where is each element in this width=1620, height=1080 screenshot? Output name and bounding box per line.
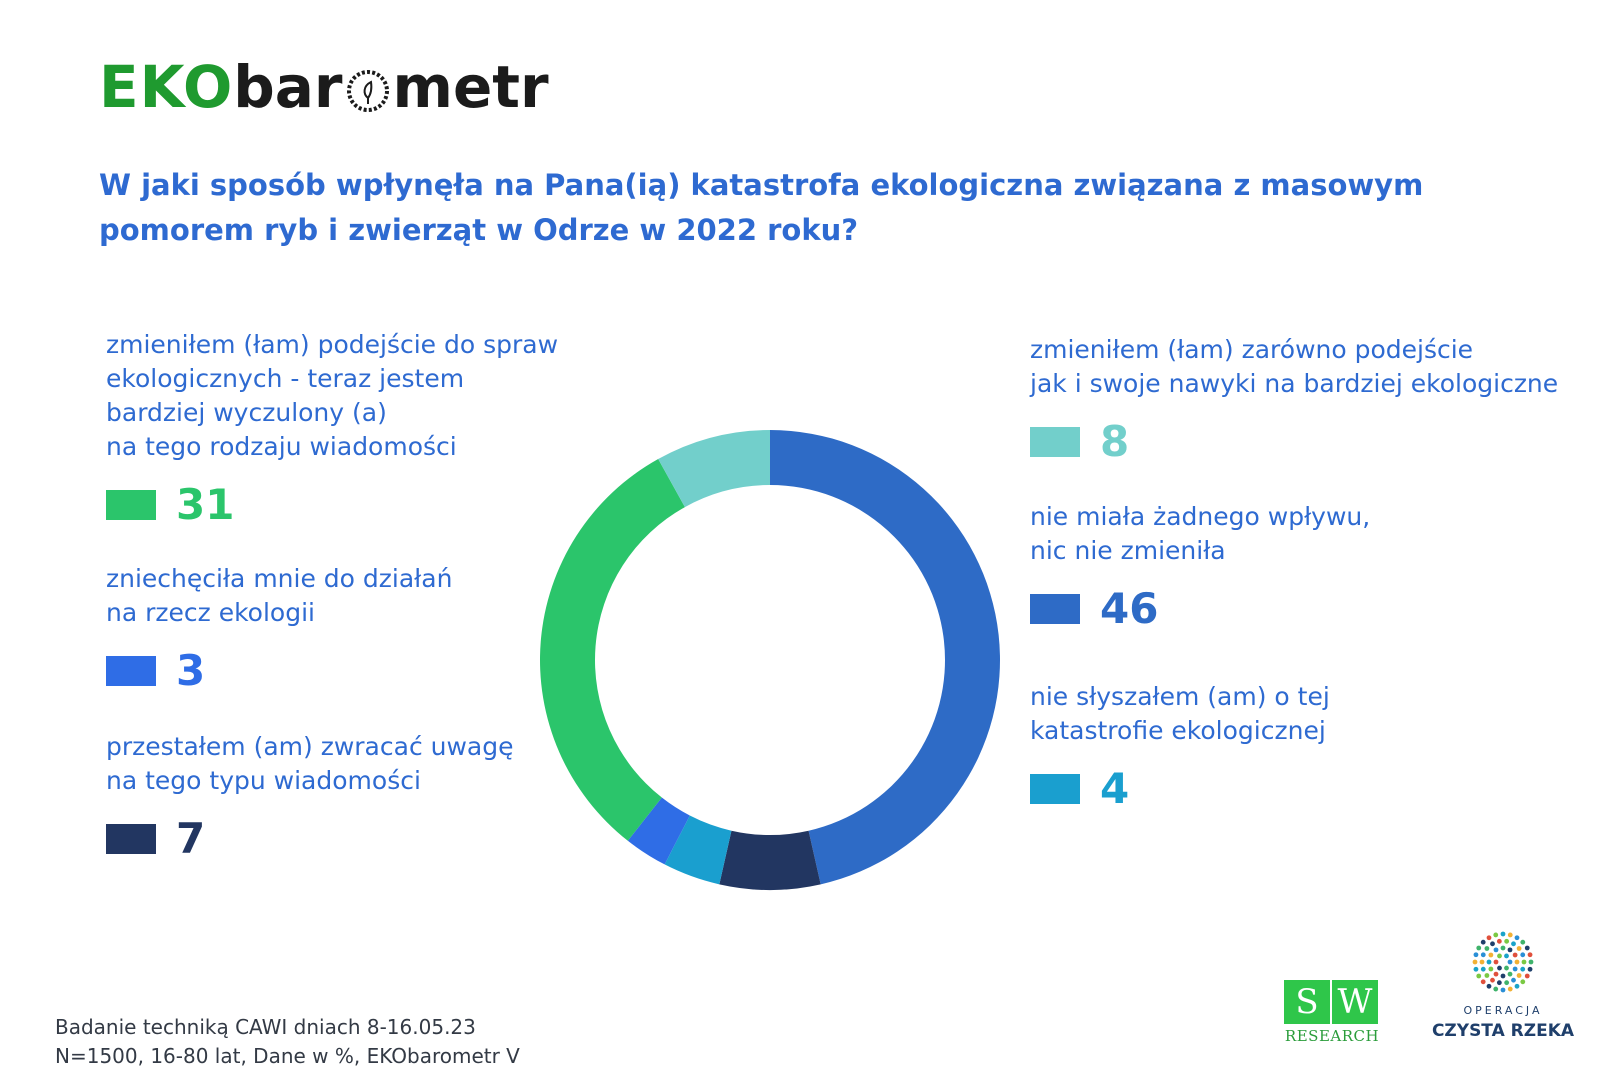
legend-value: 46	[1100, 584, 1159, 633]
gauge-icon	[346, 70, 389, 112]
legend-value: 7	[176, 814, 206, 863]
legend-item-discouraged: zniechęciła mnie do działań na rzecz eko…	[106, 562, 452, 694]
legend-label: nie miała żadnego wpływu, nic nie zmieni…	[1030, 502, 1371, 565]
sw-research-logo: S W RESEARCH	[1283, 979, 1381, 1045]
survey-question: W jaki sposób wpłynęła na Pana(ią) katas…	[99, 168, 1424, 247]
donut-chart	[540, 430, 1000, 890]
legend-label: zmieniłem (łam) podejście do spraw ekolo…	[106, 330, 559, 461]
logo-eko-text: EKO	[99, 53, 234, 121]
legend-item-changed-approach-and-habits: zmieniłem (łam) zarówno podejście jak i …	[1030, 333, 1558, 465]
mosaic-emblem-icon	[1472, 931, 1534, 993]
legend-item-changed-approach: zmieniłem (łam) podejście do spraw ekolo…	[106, 328, 558, 528]
donut-slice	[540, 459, 685, 841]
legend-swatch	[106, 824, 156, 854]
czysta-rzeka-logo: OPERACJA CZYSTA RZEKA	[1418, 930, 1588, 1041]
legend-value: 4	[1100, 764, 1130, 813]
ekobarometr-logo: EKO bar metr	[99, 52, 549, 122]
legend-value: 31	[176, 480, 235, 529]
legend-label: zniechęciła mnie do działań na rzecz eko…	[106, 564, 453, 627]
legend-label: nie słyszałem (am) o tej katastrofie eko…	[1030, 682, 1330, 745]
donut-slice	[719, 830, 821, 890]
legend-label: zmieniłem (łam) zarówno podejście jak i …	[1030, 335, 1559, 398]
sw-logo-letter: S	[1283, 979, 1331, 1025]
legend-item-not-heard: nie słyszałem (am) o tej katastrofie eko…	[1030, 680, 1330, 812]
legend-item-stopped-paying-attention: przestałem (am) zwracać uwagę na tego ty…	[106, 730, 514, 862]
legend-swatch	[1030, 594, 1080, 624]
cr-logo-title: CZYSTA RZEKA	[1431, 1021, 1575, 1041]
sw-logo-text: RESEARCH	[1284, 1027, 1380, 1045]
legend-swatch	[106, 656, 156, 686]
legend-swatch	[1030, 774, 1080, 804]
donut-slice	[664, 815, 732, 885]
legend-label: przestałem (am) zwracać uwagę na tego ty…	[106, 732, 514, 795]
legend-value: 3	[176, 646, 206, 695]
donut-slice	[627, 797, 690, 865]
legend-item-no-impact: nie miała żadnego wpływu, nic nie zmieni…	[1030, 500, 1370, 632]
legend-swatch	[106, 490, 156, 520]
donut-slice	[770, 430, 1000, 885]
logo-metr-text: metr	[392, 53, 549, 121]
methodology-footnote: Badanie techniką CAWI dniach 8-16.05.23 …	[55, 1015, 520, 1068]
legend-value: 8	[1100, 417, 1130, 466]
cr-logo-subtitle: OPERACJA	[1463, 1004, 1543, 1017]
logo-bar-text: bar	[233, 53, 343, 121]
donut-slice	[658, 430, 770, 508]
legend-swatch	[1030, 427, 1080, 457]
sw-logo-letter: W	[1331, 979, 1379, 1025]
